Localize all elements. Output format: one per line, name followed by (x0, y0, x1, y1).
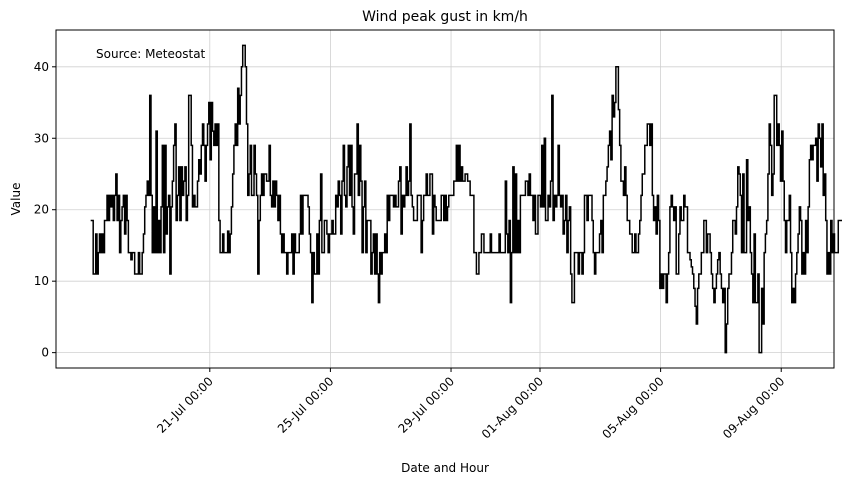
series-line-0 (90, 44, 842, 354)
x-tick-label: 05-Aug 00:00 (599, 374, 666, 441)
x-axis-label: Date and Hour (401, 461, 489, 475)
y-tick-label: 30 (34, 131, 49, 145)
x-tick-label: 01-Aug 00:00 (479, 374, 546, 441)
source-annotation: Source: Meteostat (96, 47, 206, 61)
y-axis-label: Value (9, 183, 23, 216)
x-tick-label: 21-Jul 00:00 (154, 374, 216, 436)
y-tick-label: 40 (34, 60, 49, 74)
series-group (90, 44, 842, 354)
plot-frame (55, 29, 835, 369)
x-tick-label: 09-Aug 00:00 (720, 374, 787, 441)
x-tick-label: 29-Jul 00:00 (396, 374, 458, 436)
x-tick-label: 25-Jul 00:00 (275, 374, 337, 436)
y-tick-label: 10 (34, 274, 49, 288)
x-axis: 21-Jul 00:00 25-Jul 00:00 29-Jul 00:00 01-A… (154, 368, 787, 442)
chart-title: Wind peak gust in km/h (362, 9, 528, 25)
y-tick-label: 20 (34, 203, 49, 217)
y-axis: 0 10 20 30 40 (34, 60, 56, 360)
y-tick-label: 0 (41, 346, 49, 360)
